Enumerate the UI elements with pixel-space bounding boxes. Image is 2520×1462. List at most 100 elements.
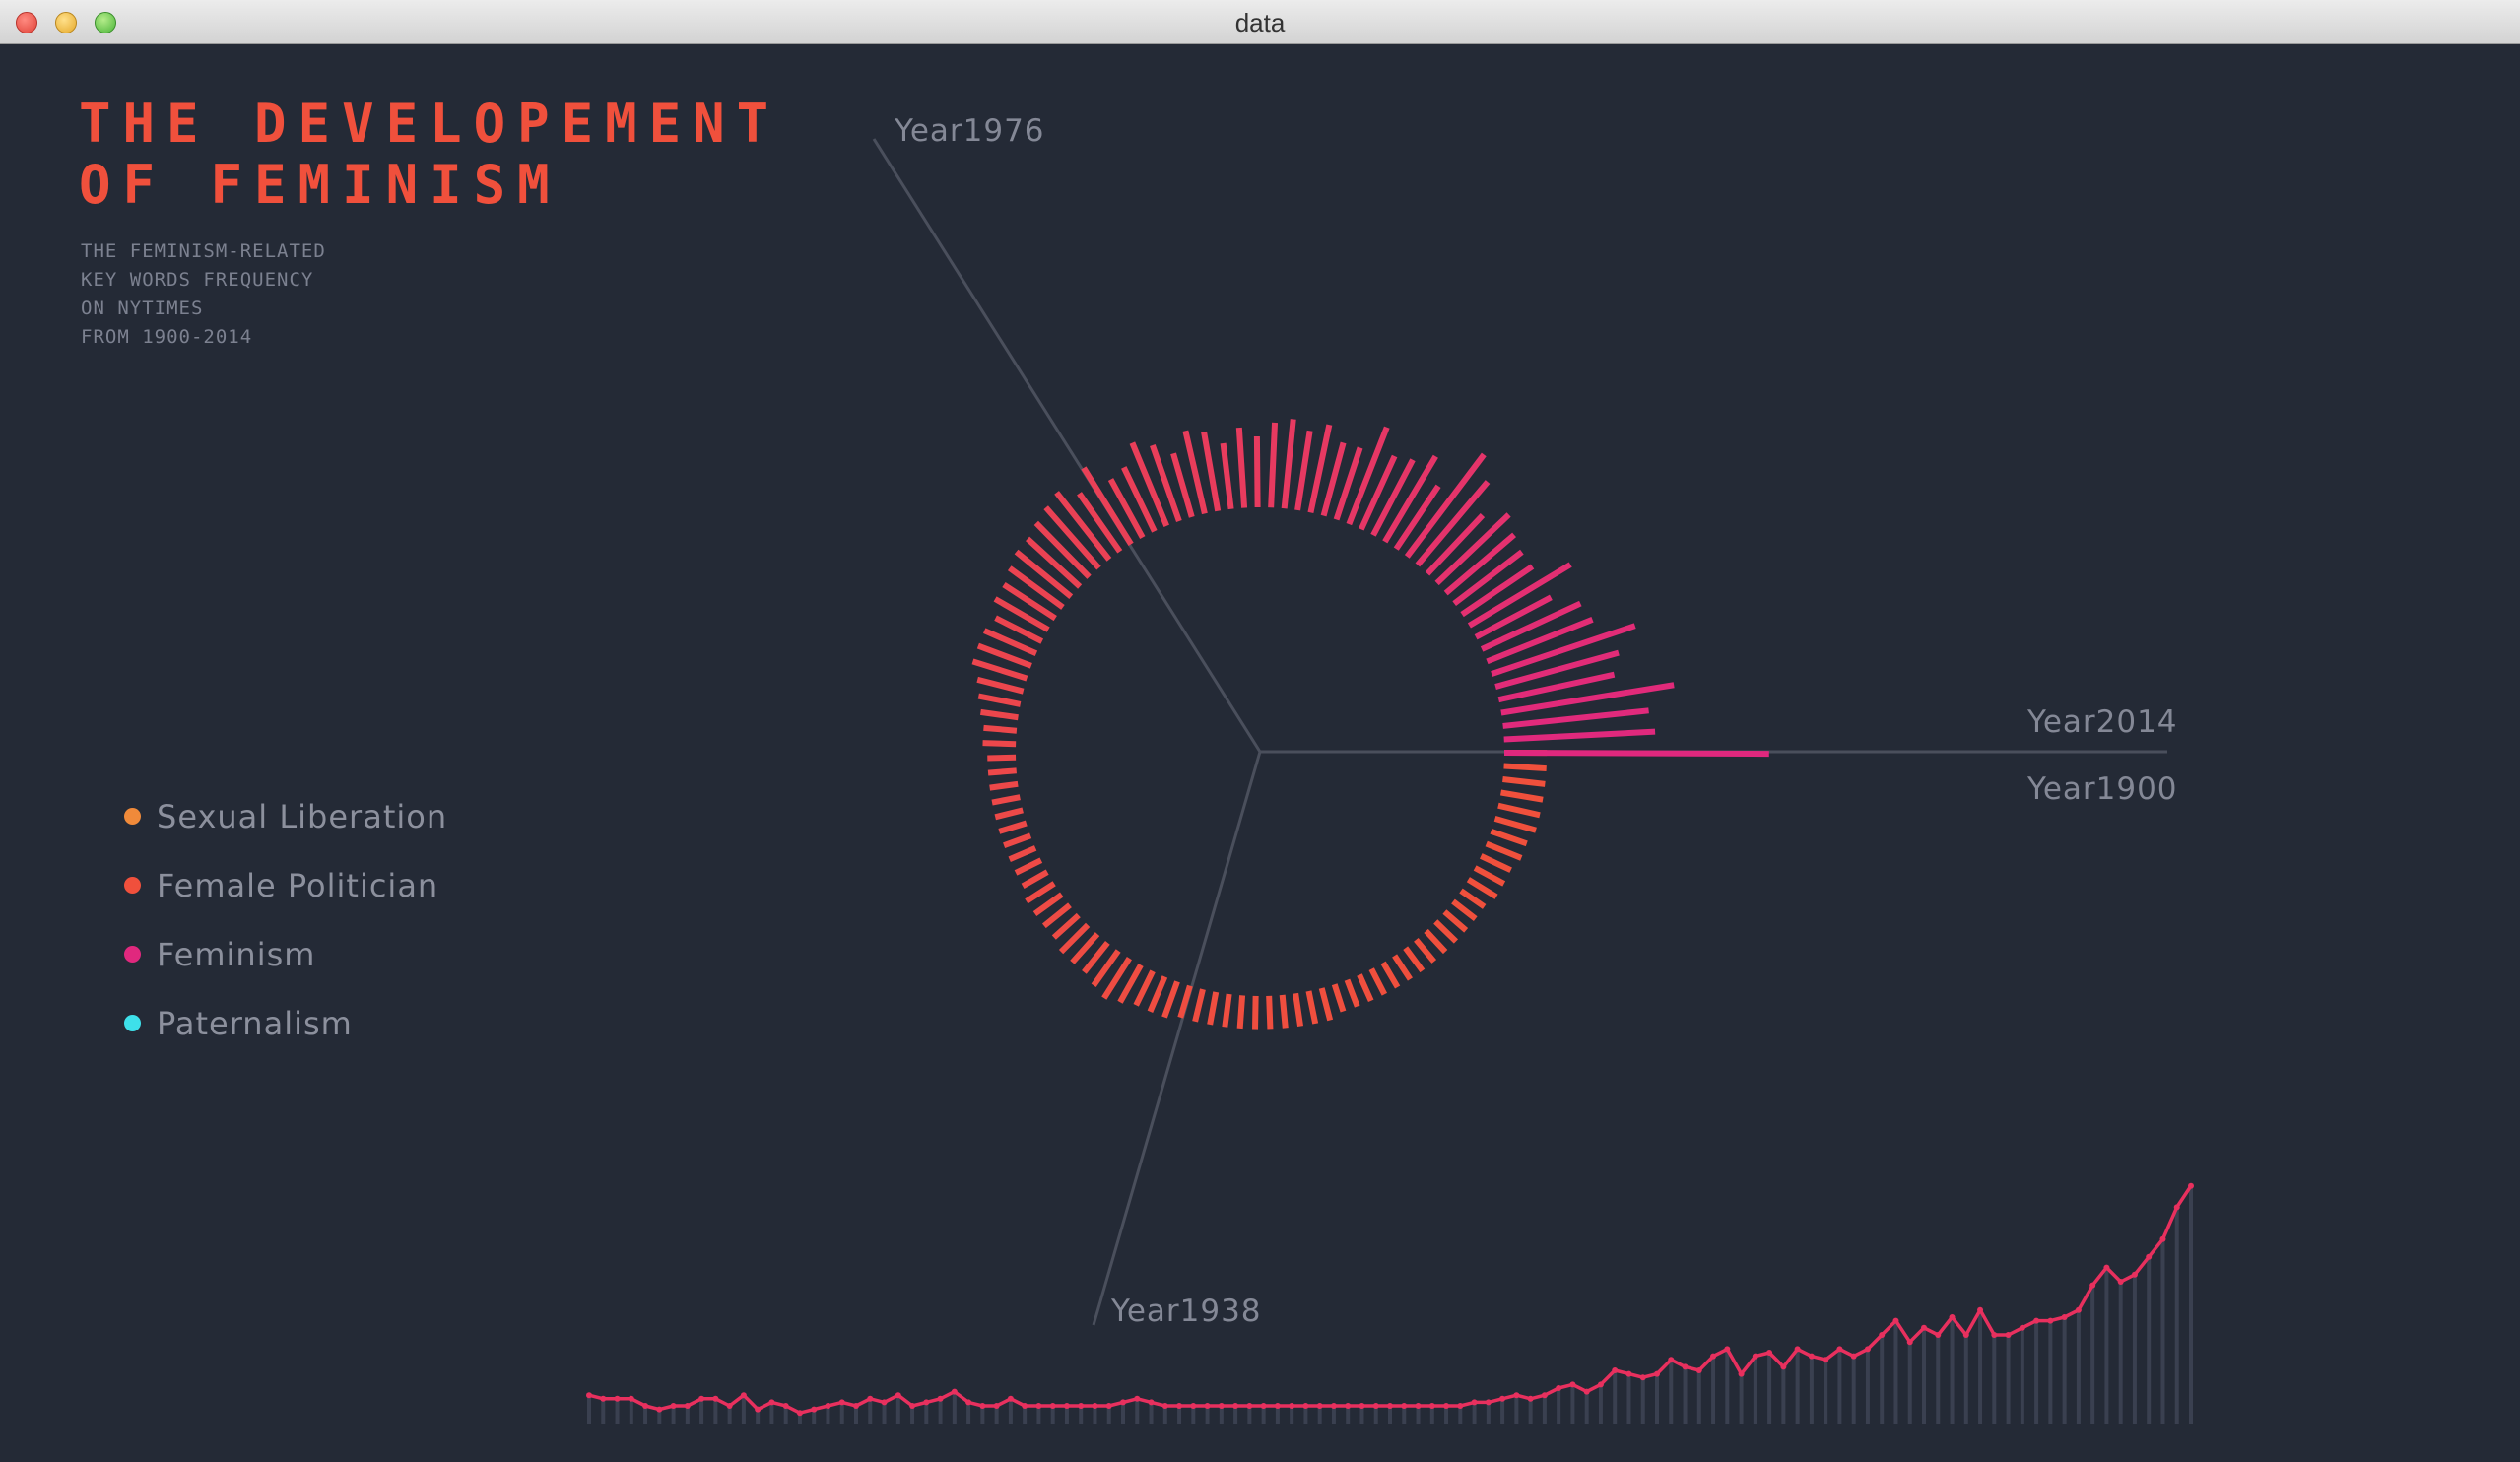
radial-bar xyxy=(1081,466,1134,546)
radial-bar xyxy=(1268,422,1279,508)
radial-bar xyxy=(1368,967,1388,996)
radial-bar xyxy=(1070,932,1100,964)
axis-line-1976 xyxy=(872,138,1262,753)
radial-bar xyxy=(1177,984,1193,1019)
timeline-point xyxy=(1752,1353,1758,1360)
radial-bar xyxy=(1502,776,1546,787)
year-label-1900: Year1900 xyxy=(2027,771,2178,807)
radial-bar xyxy=(1486,617,1594,665)
timeline-point xyxy=(2131,1271,2138,1278)
timeline-point xyxy=(1092,1403,1098,1409)
radial-bar xyxy=(1459,888,1487,909)
radial-bar xyxy=(998,820,1028,834)
timeline-point xyxy=(895,1392,901,1399)
timeline-point xyxy=(867,1395,874,1402)
radial-bar xyxy=(1503,763,1547,772)
radial-bar xyxy=(1392,954,1413,981)
radial-bar xyxy=(987,767,1017,776)
timeline-point xyxy=(1527,1395,1534,1402)
timeline-point xyxy=(726,1403,733,1409)
timeline-point xyxy=(1597,1381,1604,1388)
timeline-point xyxy=(1120,1399,1126,1406)
timeline-point xyxy=(881,1399,888,1406)
timeline-point xyxy=(1668,1357,1675,1363)
timeline-point xyxy=(1991,1332,1998,1338)
timeline-point xyxy=(838,1399,845,1406)
window-title: data xyxy=(1234,8,1286,37)
timeline-point xyxy=(1738,1370,1745,1377)
radial-bar xyxy=(1503,728,1656,743)
timeline-point xyxy=(937,1395,944,1402)
timeline-point xyxy=(2005,1332,2012,1338)
timeline-point xyxy=(1260,1403,1267,1409)
page-subtitle: THE FEMINISM-RELATED KEY WORDS FREQUENCY… xyxy=(81,237,326,352)
radial-bar xyxy=(1318,987,1334,1022)
timeline-point xyxy=(1639,1374,1646,1381)
timeline-point xyxy=(1401,1403,1408,1409)
timeline-point xyxy=(2188,1182,2194,1189)
radial-bar xyxy=(1346,426,1390,526)
radial-bar xyxy=(1101,956,1132,1000)
timeline-point xyxy=(1387,1403,1393,1409)
timeline-point xyxy=(1682,1363,1689,1370)
page-title-line-2: OF FEMINISM xyxy=(79,154,562,216)
subtitle-line: THE FEMINISM-RELATED xyxy=(81,240,326,262)
timeline-point xyxy=(1541,1392,1548,1399)
timeline-point xyxy=(1148,1399,1155,1406)
radial-bar xyxy=(976,676,1025,695)
radial-bar xyxy=(1451,898,1478,922)
timeline-point xyxy=(1161,1403,1168,1409)
timeline-point xyxy=(2019,1324,2025,1331)
radial-bar xyxy=(1279,994,1289,1029)
timeline-point xyxy=(1556,1385,1562,1391)
radial-bar xyxy=(1493,815,1537,833)
radial-bar-chart xyxy=(971,419,1769,1030)
timeline-point xyxy=(1372,1403,1379,1409)
radial-bar xyxy=(1491,623,1636,677)
close-window-button[interactable] xyxy=(16,12,37,33)
radial-bar xyxy=(1025,881,1056,904)
radial-bar xyxy=(1082,941,1110,974)
radial-bar xyxy=(1002,581,1057,622)
timeline-point xyxy=(923,1399,930,1406)
zoom-window-button[interactable] xyxy=(95,12,116,33)
radial-bar xyxy=(1058,922,1091,955)
timeline-point xyxy=(1864,1346,1871,1353)
title-bar: data xyxy=(0,0,2520,44)
timeline-point xyxy=(755,1406,762,1413)
timeline-point xyxy=(1583,1388,1590,1395)
timeline-point xyxy=(1892,1317,1899,1324)
radial-bar xyxy=(1235,427,1248,508)
radial-bar xyxy=(1490,828,1528,847)
timeline-point xyxy=(628,1395,634,1402)
radial-bar xyxy=(1266,995,1274,1030)
minimize-window-button[interactable] xyxy=(55,12,77,33)
timeline-point xyxy=(1654,1370,1660,1377)
radial-bar xyxy=(1252,995,1259,1030)
timeline-point xyxy=(1935,1332,1942,1338)
timeline-point xyxy=(993,1403,1000,1409)
legend-dot xyxy=(124,1015,141,1031)
timeline-point xyxy=(1766,1350,1773,1356)
radial-bar xyxy=(1434,512,1511,586)
timeline-point xyxy=(1190,1403,1197,1409)
visualization-canvas: THE DEVELOPEMENT OF FEMINISM THE FEMINIS… xyxy=(0,44,2520,1462)
radial-bar xyxy=(982,740,1017,748)
timeline-point xyxy=(614,1395,621,1402)
radial-bar xyxy=(1473,865,1506,887)
radial-bar xyxy=(1033,520,1092,579)
timeline-point xyxy=(1499,1395,1506,1402)
timeline-point xyxy=(1823,1357,1829,1363)
radial-bar xyxy=(1054,491,1112,562)
radial-axes xyxy=(872,138,2167,1326)
radial-bar xyxy=(994,615,1044,644)
timeline-point xyxy=(1274,1403,1281,1409)
radial-bar xyxy=(1380,961,1401,989)
radial-bar xyxy=(1107,478,1146,539)
page-title: THE DEVELOPEMENT OF FEMINISM xyxy=(79,94,780,216)
legend-label: Paternalism xyxy=(157,1005,353,1042)
timeline-point xyxy=(1232,1403,1239,1409)
timeline-point xyxy=(1724,1346,1731,1353)
radial-bar xyxy=(1077,492,1123,554)
radial-bar xyxy=(1393,484,1441,551)
